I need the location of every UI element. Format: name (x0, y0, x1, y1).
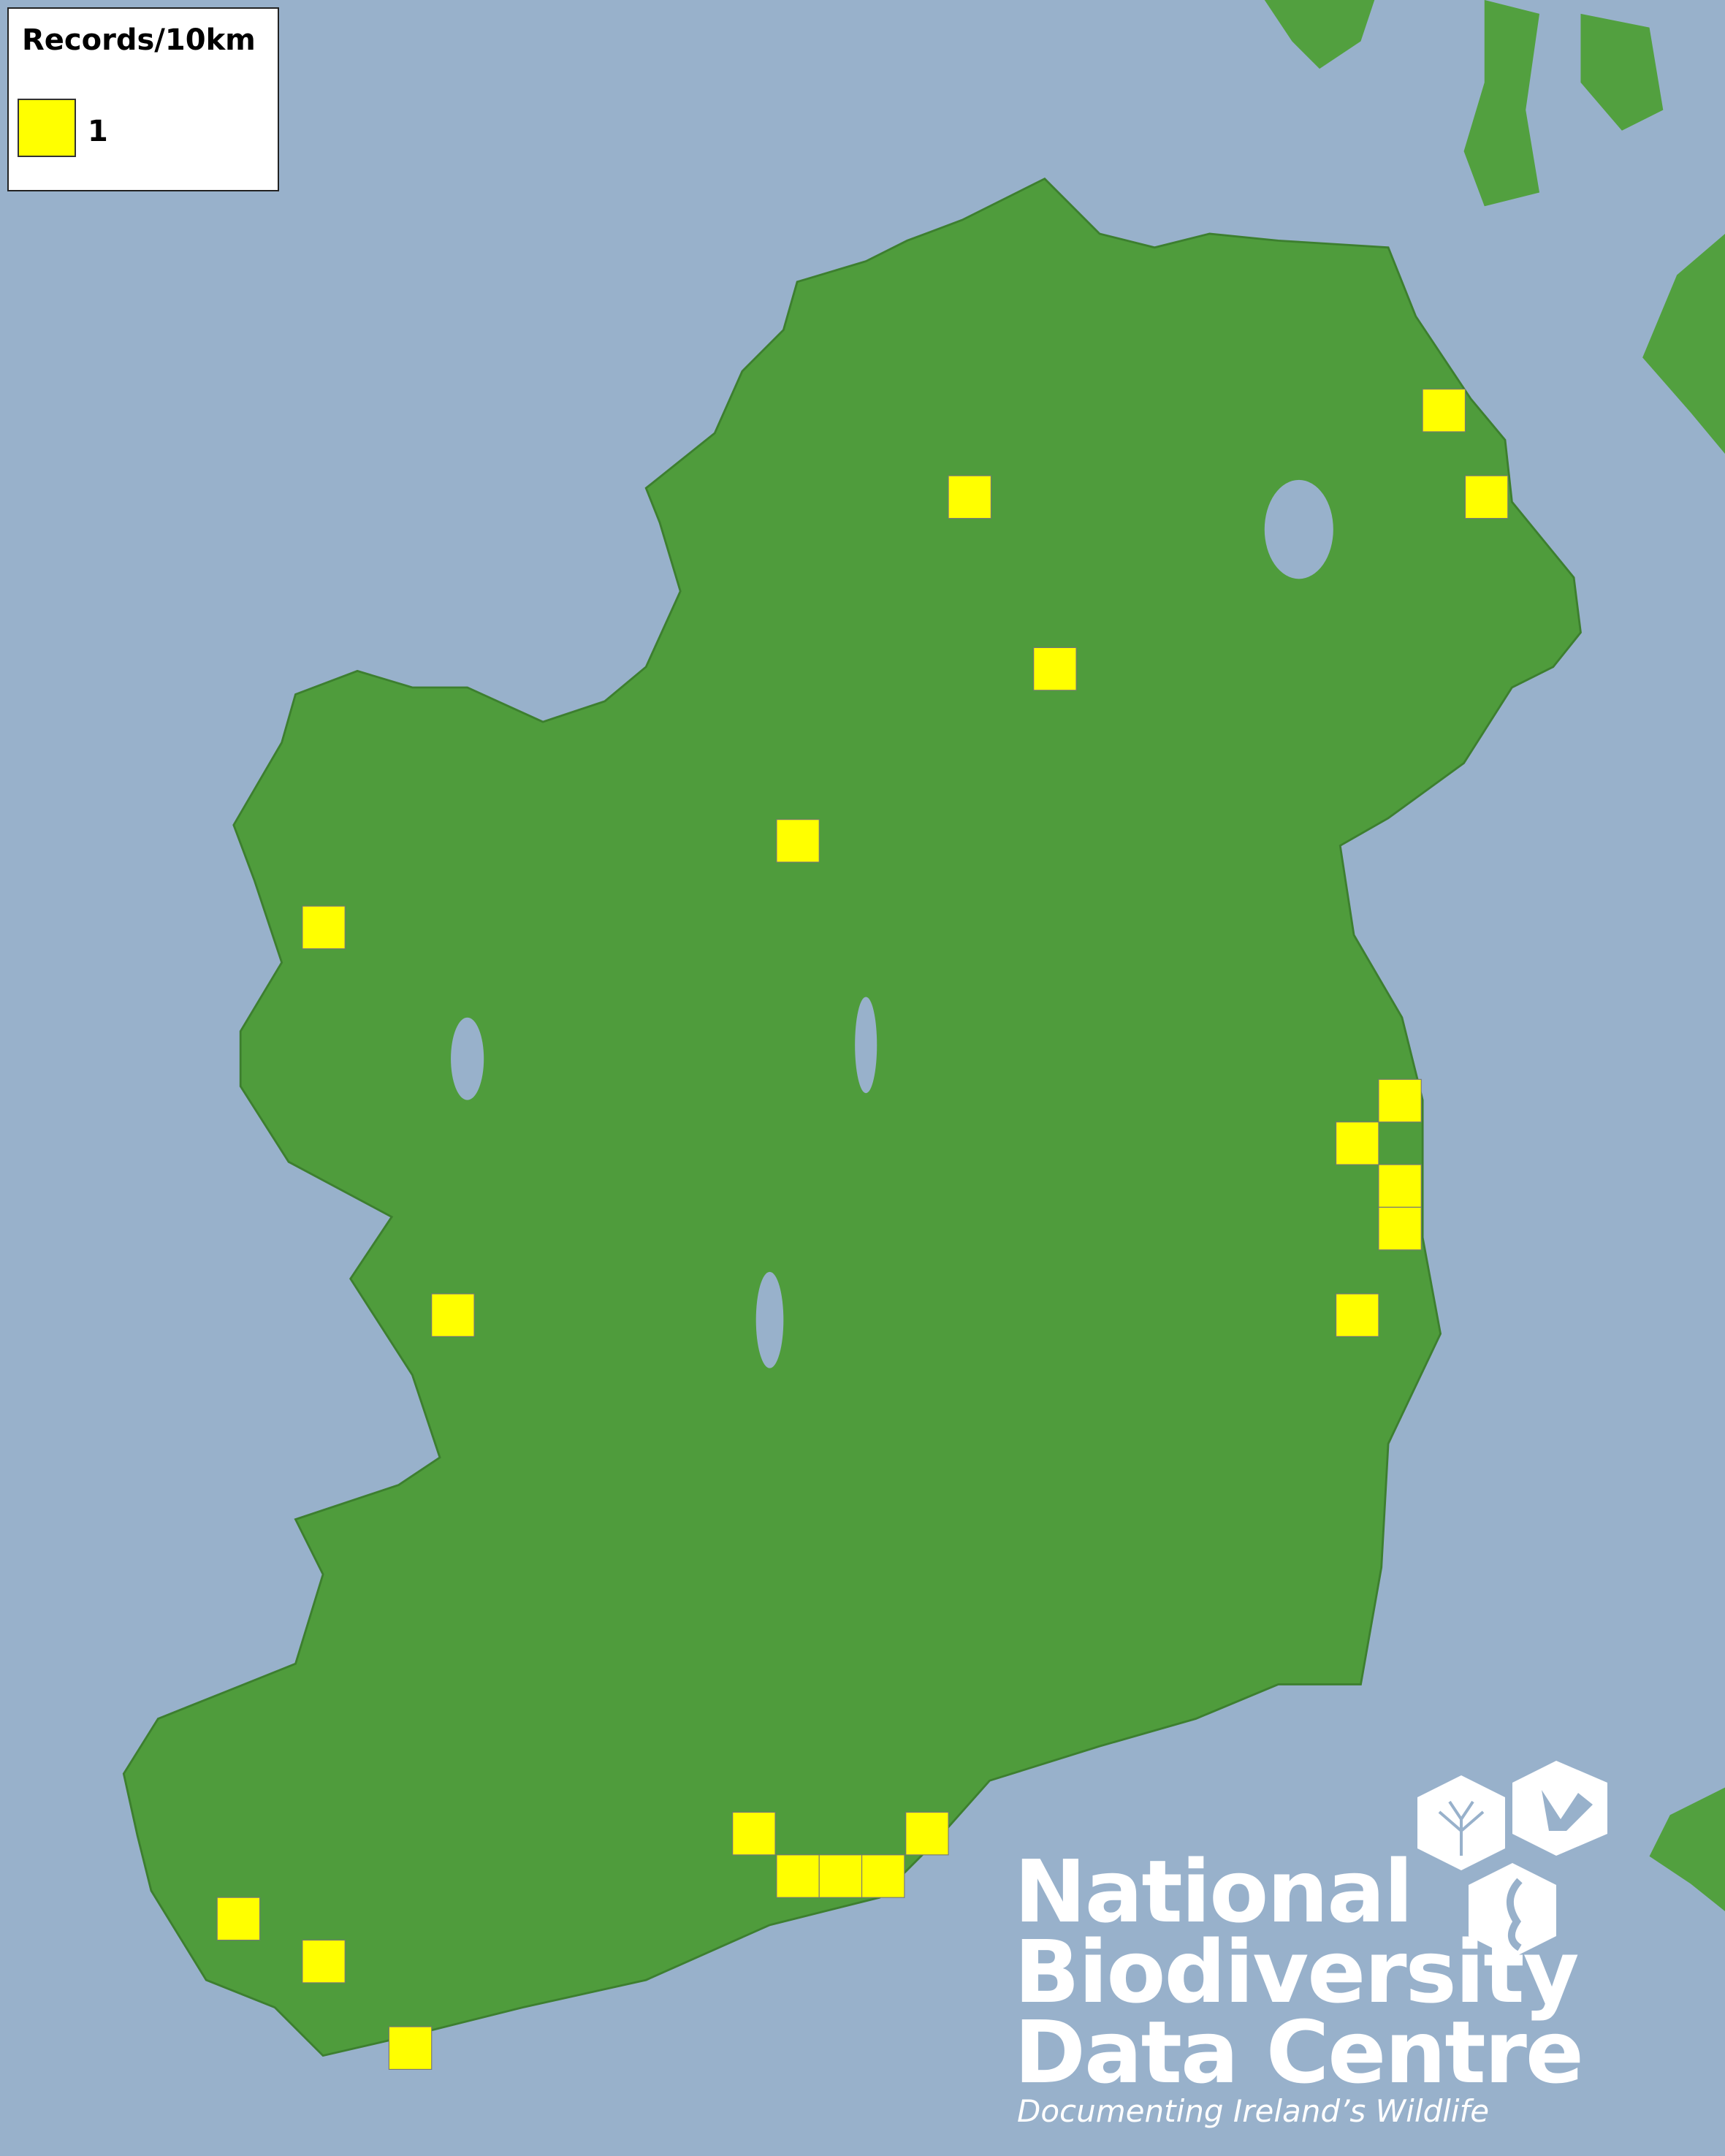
legend: Records/10km 1 (7, 7, 279, 191)
logo-tagline: Documenting Ireland’s Wildlife (1017, 2093, 1490, 2129)
legend-title: Records/10km (22, 23, 256, 57)
lough-ree (855, 997, 877, 1094)
lough-derg (755, 1271, 784, 1368)
record-square (948, 475, 991, 519)
logo-line-1: National (1014, 1841, 1413, 1942)
ireland-land (122, 177, 1582, 2057)
record-square (431, 1293, 475, 1337)
record-square (1378, 1078, 1422, 1123)
record-square (1378, 1164, 1422, 1208)
record-square (776, 819, 820, 863)
record-square (302, 905, 346, 950)
nbdc-logo: National Biodiversity Data Centre Docume… (1008, 1761, 1637, 2141)
record-square (818, 1854, 863, 1898)
legend-label: 1 (88, 115, 108, 148)
logo-line-2: Biodiversity (1014, 1921, 1580, 2022)
record-square (302, 1939, 346, 1984)
record-square (216, 1897, 261, 1941)
record-square (732, 1811, 776, 1856)
record-square (1336, 1121, 1379, 1165)
record-square (1378, 1206, 1422, 1251)
record-square (1033, 647, 1077, 691)
record-square (1422, 389, 1466, 433)
scotland-land (1264, 0, 1725, 1912)
record-square (905, 1811, 949, 1856)
record-square (861, 1854, 905, 1898)
record-square (776, 1854, 820, 1898)
legend-swatch (18, 99, 76, 157)
record-square (1464, 475, 1509, 519)
lough-neagh (1264, 479, 1333, 579)
logo-hexagons-icon (1417, 1761, 1607, 1958)
lough-corrib (451, 1017, 484, 1100)
record-squares (216, 389, 1509, 2070)
record-square (388, 2026, 433, 2070)
record-square (1336, 1293, 1379, 1337)
logo-line-3: Data Centre (1014, 2002, 1584, 2103)
